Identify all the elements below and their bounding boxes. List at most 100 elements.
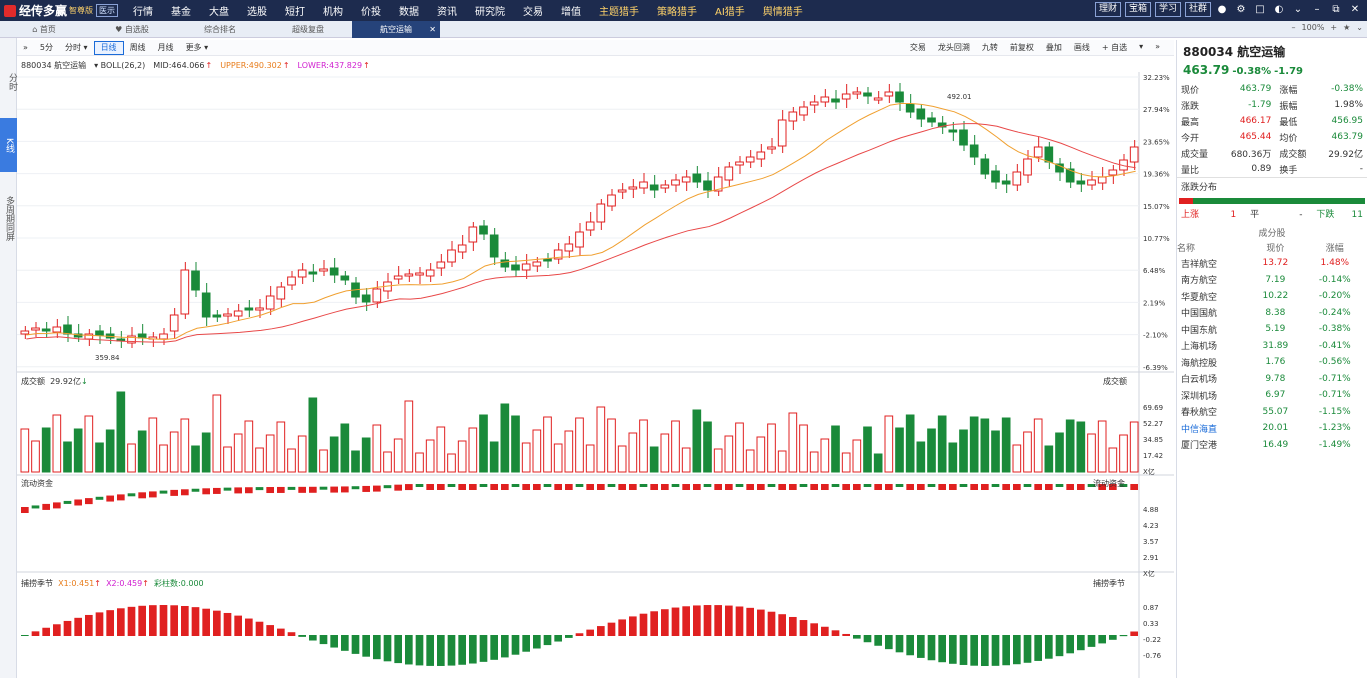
comp-row[interactable]: 春秋航空 55.07 -1.15% <box>1177 404 1367 421</box>
nav-item-0[interactable]: 行情 <box>133 7 153 18</box>
top-btn-0[interactable]: 理财 <box>1094 2 1121 17</box>
comp-row[interactable]: 白云机场 9.78 -0.71% <box>1177 371 1367 388</box>
restore-icon[interactable]: ⧉ <box>1332 4 1340 15</box>
flow-bar <box>234 487 242 494</box>
nav-item-8[interactable]: 资讯 <box>437 7 457 18</box>
nav-item-5[interactable]: 机构 <box>323 7 343 18</box>
comp-row[interactable]: 中信海直 20.01 -1.23% <box>1177 420 1367 437</box>
comp-row[interactable]: 深圳机场 6.97 -0.71% <box>1177 387 1367 404</box>
tb-overlay[interactable]: 叠加 <box>1045 43 1062 52</box>
comp-title: 成分股 <box>1258 229 1286 239</box>
nav-item-7[interactable]: 数据 <box>399 7 419 18</box>
nav-item-9[interactable]: 研究院 <box>475 7 505 18</box>
layout-icon[interactable]: □ <box>1255 4 1265 15</box>
volume-bar <box>1023 431 1032 473</box>
strip-timeshare[interactable]: 分时 <box>7 73 17 91</box>
tab-watchlist[interactable]: ♥ 自选股 <box>88 21 176 38</box>
tb-trade[interactable]: 交易 <box>909 43 926 52</box>
comp-row[interactable]: 吉祥航空 13.72 1.48% <box>1177 255 1367 272</box>
period-more[interactable]: 更多 ▾ <box>185 43 209 52</box>
tb-adjust[interactable]: 前复权 <box>1009 43 1034 52</box>
comp-row[interactable]: 南方航空 7.19 -0.14% <box>1177 272 1367 289</box>
comp-row[interactable]: 中国东航 5.19 -0.38% <box>1177 321 1367 338</box>
app-logo-icon <box>4 4 16 17</box>
comp-row[interactable]: 海航控股 1.76 -0.56% <box>1177 354 1367 371</box>
ind2-axis-label: 0.87 <box>1143 604 1159 612</box>
nav-item-10[interactable]: 交易 <box>523 7 543 18</box>
tb-watch[interactable]: + 自选 <box>1101 43 1128 52</box>
candle-body <box>180 269 190 315</box>
nav-item-4[interactable]: 短打 <box>285 7 305 18</box>
quote-panel: 880034 航空运输 463.79 -0.38% -1.79 现价 463.79 涨幅… <box>1176 40 1367 678</box>
tab-close-icon[interactable]: ✕ <box>429 24 436 34</box>
flow-bar <box>1119 484 1128 487</box>
expand-icon[interactable]: » <box>23 43 28 52</box>
zoom-in-icon[interactable]: + <box>1330 23 1338 32</box>
period-week[interactable]: 周线 <box>129 43 146 52</box>
comp-chg: -0.71% <box>1318 373 1351 384</box>
close-icon[interactable]: ✕ <box>1350 4 1360 15</box>
volume-bar <box>393 438 403 473</box>
comp-row[interactable]: 厦门空港 16.49 -1.49% <box>1177 437 1367 454</box>
tab-home[interactable]: ⌂ 首页 <box>0 21 88 38</box>
nav-item-14[interactable]: AI猎手 <box>715 7 745 18</box>
tab-aviation[interactable]: 航空运输 ✕ <box>352 20 440 38</box>
tb-leader[interactable]: 龙头回溯 <box>937 43 970 52</box>
mode-switch[interactable]: 医示 <box>96 4 119 17</box>
nav-item-12[interactable]: 主题猎手 <box>599 7 639 18</box>
period-day[interactable]: 日线 <box>93 40 124 55</box>
indicator-name[interactable]: ▾ BOLL(26,2) <box>94 60 146 70</box>
candle-body <box>1108 169 1118 176</box>
chevron-down-icon[interactable]: ⌄ <box>1356 23 1363 32</box>
tb-nine[interactable]: 九转 <box>981 43 998 52</box>
comp-row[interactable]: 上海机场 31.89 -0.41% <box>1177 338 1367 355</box>
tab-ranking[interactable]: 综合排名 <box>204 24 236 34</box>
tab-label: 航空运输 <box>380 24 412 34</box>
minimize-icon[interactable]: – <box>1314 4 1320 15</box>
period-label: 更多 <box>185 43 202 52</box>
nav-item-15[interactable]: 舆情猎手 <box>762 7 803 18</box>
nav-item-3[interactable]: 选股 <box>247 7 267 18</box>
strip-multiperiod[interactable]: 多周期同屏 <box>4 195 14 241</box>
top-btn-1[interactable]: 宝箱 <box>1124 2 1151 17</box>
volume-bar <box>617 445 627 473</box>
flow-bar <box>469 484 477 490</box>
star-icon[interactable]: ★ <box>1343 23 1351 32</box>
period-timeshare[interactable]: 分时 ▾ <box>65 43 88 52</box>
tab-review[interactable]: 超级复盘 <box>292 24 324 34</box>
nav-item-1[interactable]: 基金 <box>171 7 191 18</box>
nav-item-11[interactable]: 增值 <box>561 7 581 18</box>
dist-down-n: 11 <box>1351 210 1363 220</box>
strip-kline[interactable]: K线 <box>0 118 17 172</box>
volume-bar <box>31 440 40 473</box>
nav-item-6[interactable]: 价投 <box>361 7 381 18</box>
period-month[interactable]: 月线 <box>157 43 174 52</box>
price-value: 463.79 <box>1183 63 1230 77</box>
tb-draw[interactable]: 画线 <box>1073 43 1090 52</box>
price-axis-label: 27.94% <box>1143 106 1170 114</box>
candle-body <box>169 314 179 332</box>
comp-row[interactable]: 华夏航空 10.22 -0.20% <box>1177 288 1367 305</box>
nav-item-2[interactable]: 大盘 <box>209 7 229 18</box>
user-icon[interactable]: ● <box>1217 4 1227 15</box>
expand-icon[interactable]: » <box>1155 42 1160 51</box>
comp-price: 16.49 <box>1262 439 1289 450</box>
comp-row[interactable]: 中国国航 8.38 -0.24% <box>1177 305 1367 322</box>
chart-area[interactable]: 32.23% 27.94% 23.65% 19.36% 15.07% 10.77% 6.48… <box>17 72 1174 678</box>
flow-bar <box>1045 484 1053 490</box>
volume-bar <box>169 431 179 473</box>
chevron-down-icon[interactable]: ▾ <box>1139 42 1144 51</box>
comp-name: 深圳机场 <box>1181 391 1218 402</box>
nav-item-13[interactable]: 策略猎手 <box>657 7 697 18</box>
candle-body <box>95 330 104 336</box>
top-btn-3[interactable]: 社群 <box>1184 2 1211 17</box>
skin-icon[interactable]: ◐ <box>1274 4 1284 15</box>
chevron-down-icon[interactable]: ⌄ <box>1293 4 1303 15</box>
volume-bar <box>201 432 211 473</box>
zoom-out-icon[interactable]: – <box>1291 23 1296 32</box>
top-btn-2[interactable]: 学习 <box>1154 2 1181 17</box>
boll-lower: LOWER:437.829 <box>297 60 363 70</box>
flow-bar <box>1034 484 1042 490</box>
period-5min[interactable]: 5分 <box>39 43 53 52</box>
gear-icon[interactable]: ⚙ <box>1236 4 1246 15</box>
